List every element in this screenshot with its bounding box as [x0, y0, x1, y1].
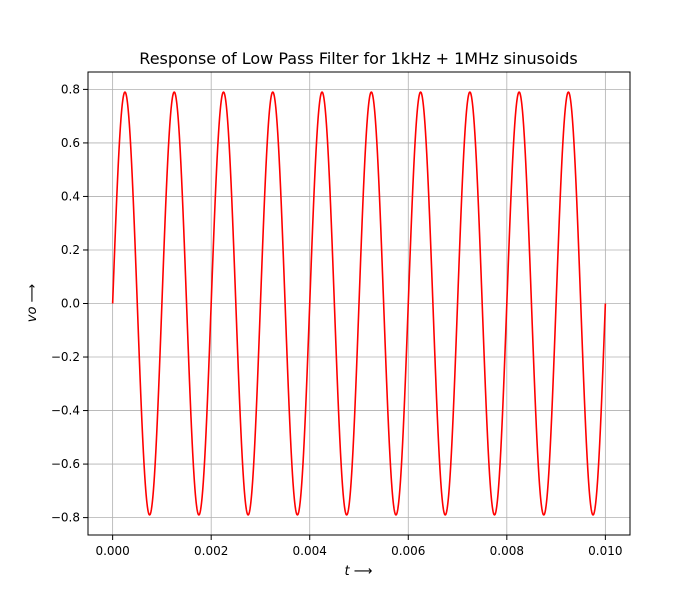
x-axis-label: t ⟶: [345, 564, 373, 579]
y-tick-label: −0.8: [51, 511, 80, 525]
x-tick-label: 0.000: [95, 544, 129, 558]
chart-title: Response of Low Pass Filter for 1kHz + 1…: [139, 49, 577, 68]
y-tick-label: 0.2: [61, 243, 80, 257]
y-axis-label: vo ⟶: [25, 284, 40, 322]
x-tick-label: 0.002: [194, 544, 228, 558]
y-axis: −0.8 −0.6 −0.4 −0.2 0.0 0.2 0.4 0.6 0.8: [51, 82, 88, 525]
series-layer: [111, 91, 607, 516]
x-axis-label-arrow: ⟶: [350, 564, 373, 579]
y-tick-label: 0.8: [61, 82, 80, 96]
x-tick-label: 0.010: [588, 544, 622, 558]
y-tick-label: −0.6: [51, 457, 80, 471]
series-line-0: [111, 91, 607, 516]
y-tick-label: −0.4: [51, 404, 80, 418]
x-tick-label: 0.006: [391, 544, 425, 558]
y-tick-label: 0.0: [61, 297, 80, 311]
x-axis-label-variable: t: [345, 564, 351, 579]
y-tick-label: 0.4: [61, 189, 80, 203]
y-tick-label: −0.2: [51, 350, 80, 364]
x-tick-label: 0.008: [490, 544, 524, 558]
x-axis: 0.000 0.002 0.004 0.006 0.008 0.010: [95, 535, 623, 558]
x-tick-label: 0.004: [293, 544, 327, 558]
y-tick-label: 0.6: [61, 136, 80, 150]
